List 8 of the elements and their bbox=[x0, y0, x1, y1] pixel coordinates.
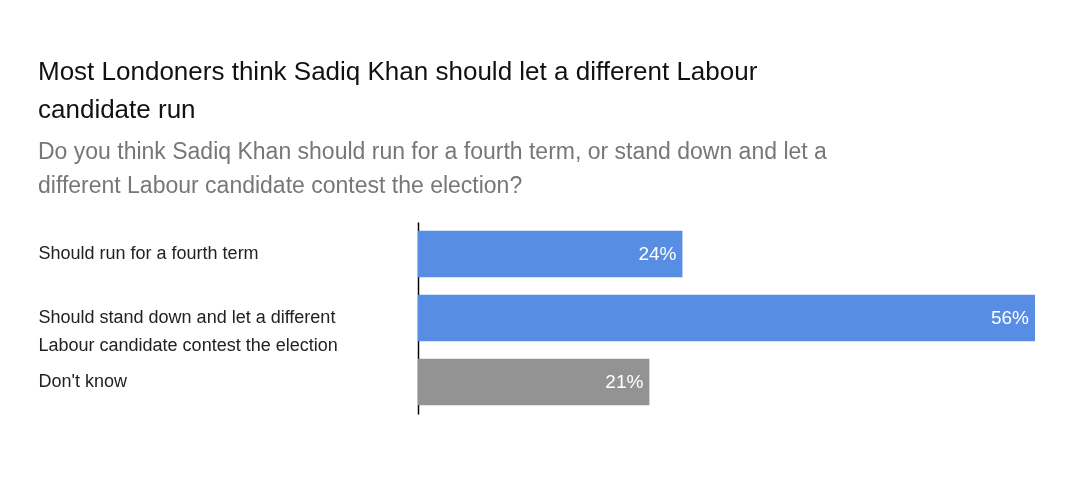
data-label: 56% bbox=[990, 307, 1030, 328]
y-tick-label: Don't know bbox=[38, 371, 128, 391]
y-tick-label: Should run for a fourth term bbox=[38, 243, 259, 263]
data-label: 24% bbox=[638, 243, 677, 264]
data-label: 21% bbox=[605, 371, 644, 392]
chart-subtitle: Do you think Sadiq Khan should run for a fourth term, or stand down and let a different Labour candidate contest the election? bbox=[38, 138, 828, 198]
chart-title: Most Londoners think Sadiq Khan should let a different Labour candidate run bbox=[38, 56, 758, 124]
y-tick-label: Should stand down and let a different Labour candidate contest the election bbox=[38, 307, 338, 355]
